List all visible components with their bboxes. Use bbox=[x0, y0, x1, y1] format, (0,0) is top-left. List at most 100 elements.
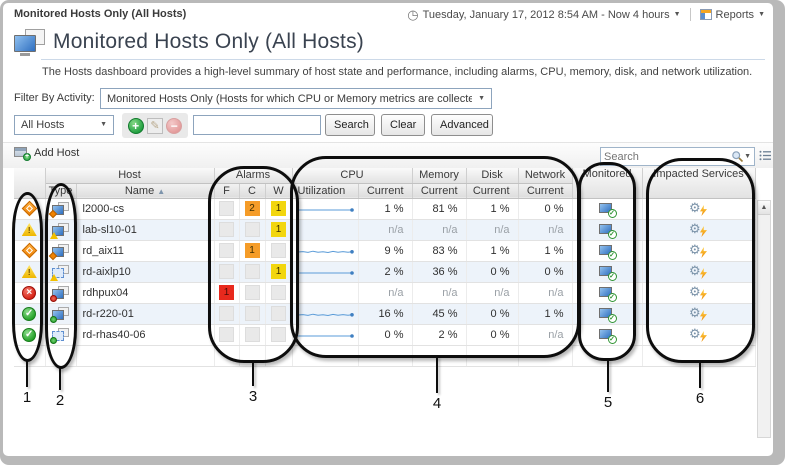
cell-host-name[interactable]: l2000-cs bbox=[76, 198, 215, 220]
warning-column-header[interactable]: W bbox=[265, 183, 293, 199]
cpu-utilization-sparkline[interactable] bbox=[296, 265, 356, 279]
filter-by-activity-select[interactable]: Monitored Hosts Only (Hosts for which CP… bbox=[100, 88, 492, 109]
type-column-header[interactable]: Type bbox=[45, 183, 77, 199]
table-row[interactable]: ✓ rd-r220-01 16 % 45 % 0 % 1 % ✓ ⚙ bbox=[14, 303, 756, 325]
table-row[interactable]: l2000-cs 2 1 1 % 81 % 1 % 0 % ✓ ⚙ bbox=[14, 198, 756, 220]
table-row[interactable]: ! lab-sl10-01 1 n/a n/a n/a n/a ✓ ⚙ bbox=[14, 219, 756, 241]
breadcrumb[interactable]: Monitored Hosts Only (All Hosts) bbox=[14, 8, 187, 20]
impacted-services-icon[interactable]: ⚙ bbox=[689, 221, 708, 237]
scope-select[interactable]: All Hosts ▼ bbox=[14, 115, 114, 135]
table-search-box[interactable]: ▼ bbox=[600, 147, 755, 166]
status-warning-icon: ! bbox=[21, 265, 37, 278]
cell-type[interactable] bbox=[45, 219, 77, 241]
cell-severity[interactable]: × bbox=[14, 282, 46, 304]
cpu-utilization-sparkline[interactable] bbox=[296, 202, 356, 216]
cell-host-name[interactable]: rd-r220-01 bbox=[76, 303, 215, 325]
host-search-input[interactable] bbox=[193, 115, 321, 135]
impacted-services-icon[interactable]: ⚙ bbox=[689, 305, 708, 321]
advanced-button[interactable]: Advanced bbox=[431, 114, 493, 136]
name-column-header[interactable]: Name ▲ bbox=[76, 183, 215, 199]
impacted-services-icon[interactable]: ⚙ bbox=[689, 242, 708, 258]
time-range-selector[interactable]: Tuesday, January 17, 2012 8:54 AM - Now … bbox=[422, 8, 670, 21]
alarm-count-c[interactable]: 2 bbox=[244, 201, 260, 216]
alarm-count-w[interactable]: 1 bbox=[271, 264, 286, 279]
impacted-services-icon[interactable]: ⚙ bbox=[689, 284, 708, 300]
disk-group-header[interactable]: Disk bbox=[466, 168, 519, 184]
cell-type[interactable] bbox=[45, 198, 77, 220]
scroll-up-icon[interactable]: ▲ bbox=[758, 201, 770, 215]
chevron-down-icon[interactable]: ▼ bbox=[673, 10, 681, 18]
alarm-count-w[interactable]: 1 bbox=[271, 222, 286, 237]
cpu-group-header[interactable]: CPU bbox=[292, 168, 413, 184]
cpu-utilization-sparkline[interactable] bbox=[296, 328, 356, 342]
alarm-count-w[interactable]: 1 bbox=[271, 201, 286, 216]
table-customizer-icon[interactable] bbox=[759, 150, 772, 161]
cell-type[interactable] bbox=[45, 240, 77, 262]
cell-host-name[interactable]: rd-aixlp10 bbox=[76, 261, 215, 283]
cell-severity[interactable]: ! bbox=[14, 219, 46, 241]
cell-type[interactable] bbox=[45, 282, 77, 304]
cell-type[interactable] bbox=[45, 261, 77, 283]
cell-severity[interactable]: ! bbox=[14, 261, 46, 283]
host-group-header[interactable]: Host bbox=[45, 168, 215, 184]
edit-scope-button[interactable]: ✎ bbox=[146, 117, 163, 134]
clear-button[interactable]: Clear bbox=[381, 114, 425, 136]
search-button[interactable]: Search bbox=[325, 114, 375, 136]
network-group-header[interactable]: Network bbox=[518, 168, 573, 184]
table-search-input[interactable] bbox=[604, 150, 732, 163]
cell-type[interactable] bbox=[45, 324, 77, 346]
reports-menu[interactable]: Reports bbox=[715, 8, 755, 21]
search-icon[interactable] bbox=[731, 150, 744, 163]
alarm-count-c[interactable]: 1 bbox=[244, 243, 260, 258]
cpu-utilization-sparkline[interactable] bbox=[296, 307, 356, 321]
network-current-column-header[interactable]: Current bbox=[518, 183, 573, 199]
cell-host-name[interactable]: rd-rhas40-06 bbox=[76, 324, 215, 346]
table-row[interactable]: ! rd-aixlp10 1 2 % 36 % 0 % 0 % ✓ ⚙ bbox=[14, 261, 756, 283]
monitored-icon[interactable]: ✓ bbox=[598, 223, 617, 239]
table-row[interactable]: × rdhpux04 1 n/a n/a n/a n/a ✓ ⚙ bbox=[14, 282, 756, 304]
monitored-icon[interactable]: ✓ bbox=[598, 244, 617, 260]
cpu-utilization-sparkline[interactable] bbox=[296, 244, 356, 258]
search-options-icon[interactable]: ▼ bbox=[744, 152, 751, 160]
monitored-column-header[interactable]: Monitored bbox=[572, 168, 643, 199]
cell-severity[interactable] bbox=[14, 240, 46, 262]
vertical-scrollbar[interactable]: ▲ bbox=[757, 200, 771, 438]
alarm-empty bbox=[219, 327, 234, 342]
alarm-count-f[interactable]: 1 bbox=[219, 285, 234, 300]
table-row[interactable]: ✓ rd-rhas40-06 0 % 2 % 0 % n/a ✓ ⚙ bbox=[14, 324, 756, 346]
add-host-button[interactable]: + Add Host bbox=[14, 147, 79, 161]
cell-impacted-services: ⚙ bbox=[642, 219, 756, 241]
monitored-icon[interactable]: ✓ bbox=[598, 286, 617, 302]
add-scope-button[interactable]: + bbox=[127, 117, 144, 134]
impacted-services-icon[interactable]: ⚙ bbox=[689, 326, 708, 342]
critical-column-header[interactable]: C bbox=[239, 183, 266, 199]
alarms-group-header[interactable]: Alarms bbox=[214, 168, 293, 184]
memory-group-header[interactable]: Memory bbox=[412, 168, 467, 184]
cell-severity[interactable]: ✓ bbox=[14, 303, 46, 325]
impacted-services-column-header[interactable]: Impacted Services bbox=[642, 168, 756, 199]
page-title: Monitored Hosts Only (All Hosts) bbox=[53, 30, 364, 53]
cell-alarms-fatal: 1 bbox=[214, 282, 240, 304]
utilization-column-header[interactable]: Utilization bbox=[292, 183, 359, 199]
impacted-services-icon[interactable]: ⚙ bbox=[689, 200, 708, 216]
chevron-down-icon[interactable]: ▼ bbox=[758, 10, 765, 18]
delete-scope-button[interactable]: − bbox=[166, 117, 183, 134]
cell-host-name[interactable]: lab-sl10-01 bbox=[76, 219, 215, 241]
cell-severity[interactable] bbox=[14, 198, 46, 220]
disk-current-column-header[interactable]: Current bbox=[466, 183, 519, 199]
fatal-column-header[interactable]: F bbox=[214, 183, 240, 199]
monitored-icon[interactable]: ✓ bbox=[598, 265, 617, 281]
monitored-icon[interactable]: ✓ bbox=[598, 328, 617, 344]
cell-host-name[interactable]: rd_aix11 bbox=[76, 240, 215, 262]
monitored-icon[interactable]: ✓ bbox=[598, 202, 617, 218]
impacted-services-icon[interactable]: ⚙ bbox=[689, 263, 708, 279]
cell-severity[interactable]: ✓ bbox=[14, 324, 46, 346]
cpu-current-column-header[interactable]: Current bbox=[358, 183, 413, 199]
cell-type[interactable] bbox=[45, 303, 77, 325]
alarm-empty bbox=[271, 243, 286, 258]
cell-host-name[interactable]: rdhpux04 bbox=[76, 282, 215, 304]
monitored-icon[interactable]: ✓ bbox=[598, 307, 617, 323]
table-row[interactable]: rd_aix11 1 9 % 83 % 1 % 1 % ✓ ⚙ bbox=[14, 240, 756, 262]
cell-impacted-services: ⚙ bbox=[642, 240, 756, 262]
memory-current-column-header[interactable]: Current bbox=[412, 183, 467, 199]
